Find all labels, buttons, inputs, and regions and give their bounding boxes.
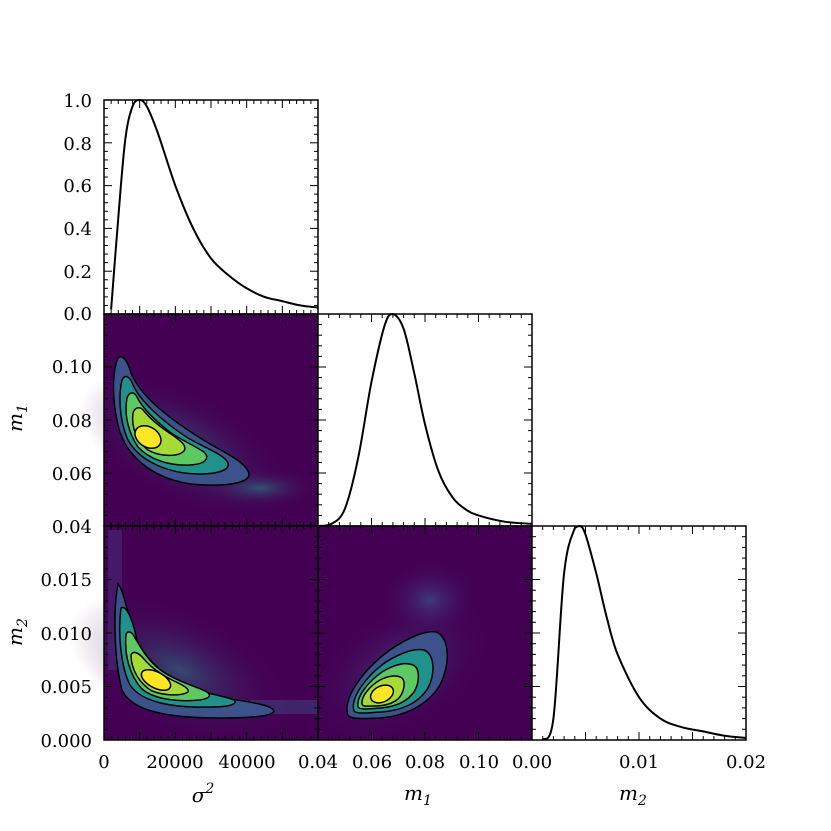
ytick-label-m2: 0.005 <box>40 677 92 698</box>
ylabel-m2: m2 <box>3 618 31 646</box>
xtick-label-m2: 0.01 <box>619 752 659 773</box>
xtick-label-m1: 0.06 <box>352 752 392 773</box>
panel-m1-marginal <box>317 312 533 527</box>
contour-level-5-sigma2-m1 <box>134 424 162 450</box>
panel-sigma2-m2 <box>68 525 319 745</box>
marginal-curve-m2 <box>541 524 747 741</box>
ticks-m1-marginal <box>317 313 533 527</box>
contour-level-5-sigma2-m2 <box>140 668 172 692</box>
ytick-label-diag: 0.6 <box>63 176 92 197</box>
xlabel-m2: m2 <box>619 781 647 809</box>
panel-m1-m2 <box>308 525 533 743</box>
xtick-label-sigma2: 0 <box>98 752 109 773</box>
xtick-label-sigma2: 20000 <box>146 752 203 773</box>
contour-level-5-m1-m2 <box>369 684 395 704</box>
marginal-curve-m1 <box>317 312 533 527</box>
ytick-label-m1: 0.10 <box>52 357 92 378</box>
ytick-label-diag: 0.0 <box>63 304 92 325</box>
ytick-label-m2: 0.000 <box>40 731 92 752</box>
ytick-label-m1: 0.04 <box>52 517 92 538</box>
ylabel-m1: m1 <box>3 404 31 432</box>
xtick-label-m1: 0.04 <box>298 752 338 773</box>
marginal-curve-sigma2 <box>110 98 319 310</box>
ytick-label-m1: 0.06 <box>52 464 92 485</box>
xtick-label-sigma2: 40000 <box>218 752 275 773</box>
ytick-label-m2: 0.010 <box>40 624 92 645</box>
ytick-label-diag: 0.8 <box>63 134 92 155</box>
xlabel-m1: m1 <box>404 781 432 809</box>
panel-sigma2-m1 <box>80 313 320 527</box>
ticks-sigma2-marginal <box>103 99 319 315</box>
ticks-m2-marginal <box>531 525 747 741</box>
xtick-label-m2: 0.00 <box>512 752 552 773</box>
xtick-label-m1: 0.08 <box>405 752 445 773</box>
xtick-label-m2: 0.02 <box>726 752 766 773</box>
ytick-label-diag: 1.0 <box>63 91 92 112</box>
ytick-label-m2: 0.015 <box>40 570 92 591</box>
ticks-sigma2-m1 <box>103 313 319 527</box>
ytick-label-diag: 0.4 <box>63 219 92 240</box>
panel-sigma2-marginal <box>103 98 319 315</box>
ytick-label-m1: 0.08 <box>52 411 92 432</box>
ytick-label-diag: 0.2 <box>63 262 92 283</box>
panel-m2-marginal <box>531 524 747 741</box>
xtick-label-m1: 0.10 <box>459 752 499 773</box>
xlabel-sigma2: σ2 <box>192 781 215 807</box>
